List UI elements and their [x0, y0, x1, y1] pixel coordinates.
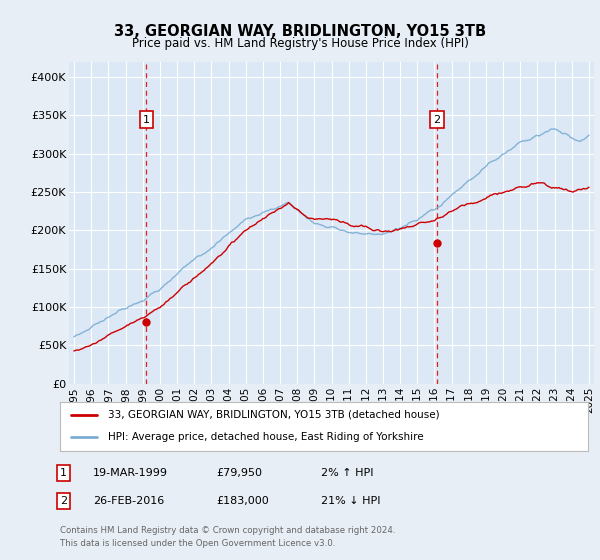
Text: 33, GEORGIAN WAY, BRIDLINGTON, YO15 3TB (detached house): 33, GEORGIAN WAY, BRIDLINGTON, YO15 3TB … — [107, 410, 439, 420]
Text: 2% ↑ HPI: 2% ↑ HPI — [321, 468, 373, 478]
Text: Price paid vs. HM Land Registry's House Price Index (HPI): Price paid vs. HM Land Registry's House … — [131, 36, 469, 50]
Text: 1: 1 — [60, 468, 67, 478]
Text: HPI: Average price, detached house, East Riding of Yorkshire: HPI: Average price, detached house, East… — [107, 432, 423, 442]
Text: Contains HM Land Registry data © Crown copyright and database right 2024.
This d: Contains HM Land Registry data © Crown c… — [60, 526, 395, 548]
Text: £183,000: £183,000 — [216, 496, 269, 506]
Text: £79,950: £79,950 — [216, 468, 262, 478]
Text: 2: 2 — [433, 115, 440, 124]
Text: 2: 2 — [60, 496, 67, 506]
Text: 19-MAR-1999: 19-MAR-1999 — [93, 468, 168, 478]
Text: 1: 1 — [143, 115, 150, 124]
Text: 33, GEORGIAN WAY, BRIDLINGTON, YO15 3TB: 33, GEORGIAN WAY, BRIDLINGTON, YO15 3TB — [114, 24, 486, 39]
Text: 26-FEB-2016: 26-FEB-2016 — [93, 496, 164, 506]
Text: 21% ↓ HPI: 21% ↓ HPI — [321, 496, 380, 506]
